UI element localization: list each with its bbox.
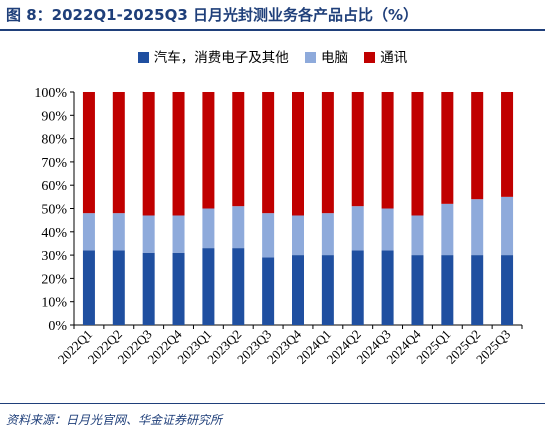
bar-segment-computing [471, 199, 484, 256]
legend-item-comms: 通讯 [364, 46, 407, 66]
y-tick-label: 10% [41, 296, 67, 311]
bar-segment-comms [471, 92, 484, 200]
legend-swatch-comms [364, 52, 376, 63]
bar-segment-comms [411, 92, 424, 216]
bar-segment-computing [202, 208, 215, 249]
x-tick-label: 2025Q3 [473, 327, 513, 367]
figure-title: 图 8：2022Q1-2025Q3 日月光封测业务各产品占比（%） [6, 6, 419, 24]
bar-segment-computing [112, 213, 125, 251]
bar-segment-auto-consumer [501, 255, 514, 325]
legend-item-computing: 电脑 [305, 46, 348, 66]
legend-swatch-computing [305, 52, 316, 63]
bar-segment-computing [262, 213, 275, 258]
y-tick-label: 60% [41, 179, 67, 194]
bar-segment-comms [112, 92, 125, 214]
bar-segment-computing [411, 215, 424, 256]
legend-label-auto-consumer: 汽车，消费电子及其他 [153, 50, 289, 66]
y-tick-label: 90% [41, 109, 67, 124]
bar-segment-computing [351, 206, 364, 251]
bar-segment-auto-consumer [471, 255, 484, 325]
bar-segment-comms [202, 92, 215, 209]
source-note: 资料来源：日月光官网、华金证券研究所 [6, 413, 223, 427]
bar-segment-comms [381, 92, 394, 209]
y-tick-label: 0% [48, 319, 67, 334]
y-tick-label: 80% [41, 133, 67, 148]
bar-segment-comms [172, 92, 185, 216]
bar-segment-comms [501, 92, 514, 197]
bar-segment-comms [441, 92, 454, 204]
y-tick-label: 20% [41, 272, 67, 287]
chart-legend: 汽车，消费电子及其他 电脑 通讯 [0, 46, 545, 66]
bar-segment-auto-consumer [82, 250, 95, 325]
bar-segment-comms [82, 92, 95, 214]
bar-segment-auto-consumer [351, 250, 364, 325]
bar-segment-auto-consumer [172, 252, 185, 325]
bar-segment-comms [351, 92, 364, 207]
bar-segment-computing [142, 215, 155, 253]
bar-segment-auto-consumer [142, 252, 155, 325]
legend-label-computing: 电脑 [321, 50, 348, 66]
legend-item-auto-consumer: 汽车，消费电子及其他 [137, 46, 289, 66]
bar-segment-comms [232, 92, 245, 207]
bar-segment-auto-consumer [112, 250, 125, 325]
y-tick-label: 40% [41, 226, 67, 241]
bar-segment-auto-consumer [321, 255, 334, 325]
bar-segment-auto-consumer [411, 255, 424, 325]
y-tick-label: 70% [41, 156, 67, 171]
bar-segment-auto-consumer [441, 255, 454, 325]
stacked-bar-chart: 0%10%20%30%40%50%60%70%80%90%100%2022Q12… [34, 86, 523, 367]
source-divider [0, 403, 545, 404]
y-tick-label: 50% [41, 203, 67, 218]
y-tick-label: 100% [34, 86, 67, 101]
bar-segment-comms [321, 92, 334, 214]
bar-segment-computing [441, 203, 454, 256]
bar-segment-comms [292, 92, 304, 216]
bar-segment-comms [142, 92, 155, 216]
bar-segment-computing [381, 208, 394, 251]
bar-segment-auto-consumer [262, 257, 275, 325]
title-divider [0, 29, 545, 31]
bar-segment-comms [262, 92, 275, 214]
bar-segment-computing [292, 215, 304, 256]
bar-segment-computing [501, 196, 514, 256]
bar-segment-auto-consumer [232, 248, 245, 325]
bar-segment-auto-consumer [202, 248, 215, 325]
y-tick-label: 30% [41, 249, 67, 264]
bar-segment-computing [321, 213, 334, 256]
legend-label-comms: 通讯 [380, 50, 408, 66]
legend-swatch-auto-consumer [137, 52, 149, 63]
bar-segment-auto-consumer [381, 250, 394, 325]
bar-segment-computing [172, 215, 185, 253]
bar-segment-computing [232, 206, 245, 249]
bar-segment-auto-consumer [292, 255, 304, 325]
bar-segment-computing [82, 213, 95, 251]
